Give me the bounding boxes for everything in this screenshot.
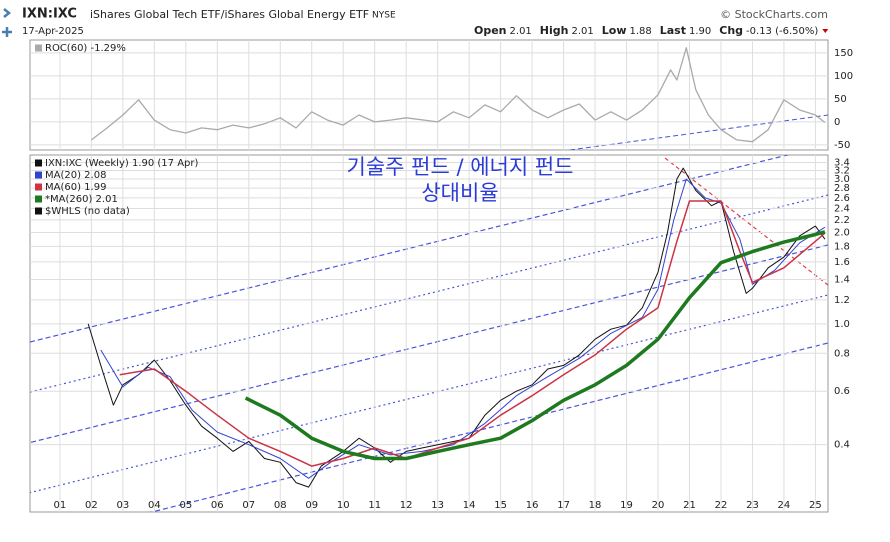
date: 17-Apr-2025 (22, 26, 84, 37)
quote-value: 1.88 (629, 26, 651, 37)
quote-value: 2.01 (571, 26, 593, 37)
y-tick-label: 2.8 (834, 183, 850, 194)
y-tick-label: 0.6 (834, 386, 850, 397)
series-line (91, 47, 826, 143)
y-tick-label: 0.8 (834, 348, 850, 359)
y-tick-label: 3.2 (834, 166, 850, 177)
y-tick-label: 3.4 (834, 158, 850, 169)
x-tick-label: 04 (148, 500, 161, 511)
x-tick-label: 03 (116, 500, 129, 511)
x-tick-label: 17 (557, 500, 570, 511)
y-tick-label: 1.6 (834, 257, 850, 268)
y-tick-label: 1.0 (834, 319, 850, 330)
annotation: 기술주 펀드 / 에너지 펀드 (347, 155, 574, 179)
y-tick-label: 2.2 (834, 215, 850, 226)
y-tick-label: 2.6 (834, 193, 850, 204)
x-tick-label: 09 (305, 500, 318, 511)
x-tick-label: 25 (809, 500, 822, 511)
legend-entry: $WHLS (no data) (45, 206, 130, 217)
y-tick-label: -50 (834, 140, 850, 151)
exchange: NYSE (372, 11, 396, 21)
legend-entry: ROC(60) -1.29% (45, 43, 126, 54)
down-arrow (822, 29, 829, 33)
quote-value: 2.01 (510, 26, 532, 37)
series-line (100, 178, 826, 479)
quote-label: Last (660, 24, 686, 37)
x-tick-label: 18 (589, 500, 602, 511)
legend-swatch (35, 183, 42, 191)
x-tick-label: 19 (620, 500, 633, 511)
series-line (119, 200, 826, 467)
y-tick-label: 50 (834, 94, 847, 105)
y-tick-label: 2.0 (834, 227, 850, 238)
expand-icon[interactable] (3, 8, 12, 18)
y-tick-label: 1.4 (834, 275, 850, 286)
series-line (87, 167, 826, 488)
x-tick-label: 22 (715, 500, 728, 511)
legend-swatch (35, 44, 42, 52)
legend-swatch (35, 195, 42, 203)
x-tick-label: 08 (274, 500, 287, 511)
legend-entry: IXN:IXC (Weekly) 1.90 (17 Apr) (45, 158, 199, 169)
x-tick-label: 15 (494, 500, 507, 511)
y-tick-label: 0.4 (834, 440, 850, 451)
legend-entry: MA(20) 2.08 (45, 170, 106, 181)
y-tick-label: 3.0 (834, 174, 850, 185)
legend-swatch (35, 207, 42, 215)
x-tick-label: 02 (85, 500, 98, 511)
x-tick-label: 24 (778, 500, 791, 511)
x-tick-label: 20 (652, 500, 665, 511)
x-tick-label: 14 (463, 500, 476, 511)
x-tick-label: 06 (211, 500, 224, 511)
x-tick-label: 16 (526, 500, 539, 511)
quote-label: Chg (719, 24, 743, 37)
quote-value: 1.90 (689, 26, 711, 37)
trend-channel (30, 155, 828, 512)
y-tick-label: 2.4 (834, 203, 850, 214)
quote-label: High (540, 24, 569, 37)
quote-label: Low (602, 24, 627, 37)
series-line (244, 230, 826, 461)
quote: Open 2.01 High 2.01 Low 1.88 Last 1.90 Chg -0.13 … (474, 24, 829, 37)
x-tick-label: 01 (54, 500, 67, 511)
y-tick-label: 1.8 (834, 241, 850, 252)
y-tick-label: 100 (834, 71, 853, 82)
x-tick-label: 13 (431, 500, 444, 511)
quote-value: -0.13 (-6.50%) (746, 26, 818, 37)
roc-trendline (569, 114, 828, 150)
quote-label: Open (474, 24, 507, 37)
x-tick-label: 12 (400, 500, 413, 511)
legend-swatch (35, 159, 42, 167)
plot-layer: 150 100 50 0 -50 ROC(60) -1.29% 0.4 0.6 0.8 1.0 1.… (30, 40, 853, 512)
roc-panel (29, 39, 829, 151)
annotation: 상대비율 (421, 181, 498, 205)
x-tick-label: 23 (746, 500, 759, 511)
x-tick-label: 07 (242, 500, 255, 511)
legend-entry: *MA(260) 2.01 (45, 194, 118, 205)
y-tick-label: 1.2 (834, 295, 850, 306)
y-tick-label: 150 (834, 48, 853, 59)
security-name: iShares Global Tech ETF/iShares Global E… (90, 8, 369, 21)
x-tick-label: 11 (368, 500, 381, 511)
copyright: © StockCharts.com (720, 8, 828, 21)
sidebar-icons (2, 8, 12, 37)
x-tick-label: 05 (179, 500, 192, 511)
x-tick-label: 21 (683, 500, 696, 511)
legend-entry: MA(60) 1.99 (45, 182, 106, 193)
legend-swatch (35, 171, 42, 179)
add-icon[interactable] (2, 27, 12, 37)
price-panel (29, 154, 829, 513)
x-tick-label: 10 (337, 500, 350, 511)
y-tick-label: 0 (834, 117, 840, 128)
symbol: IXN:IXC (22, 7, 77, 22)
